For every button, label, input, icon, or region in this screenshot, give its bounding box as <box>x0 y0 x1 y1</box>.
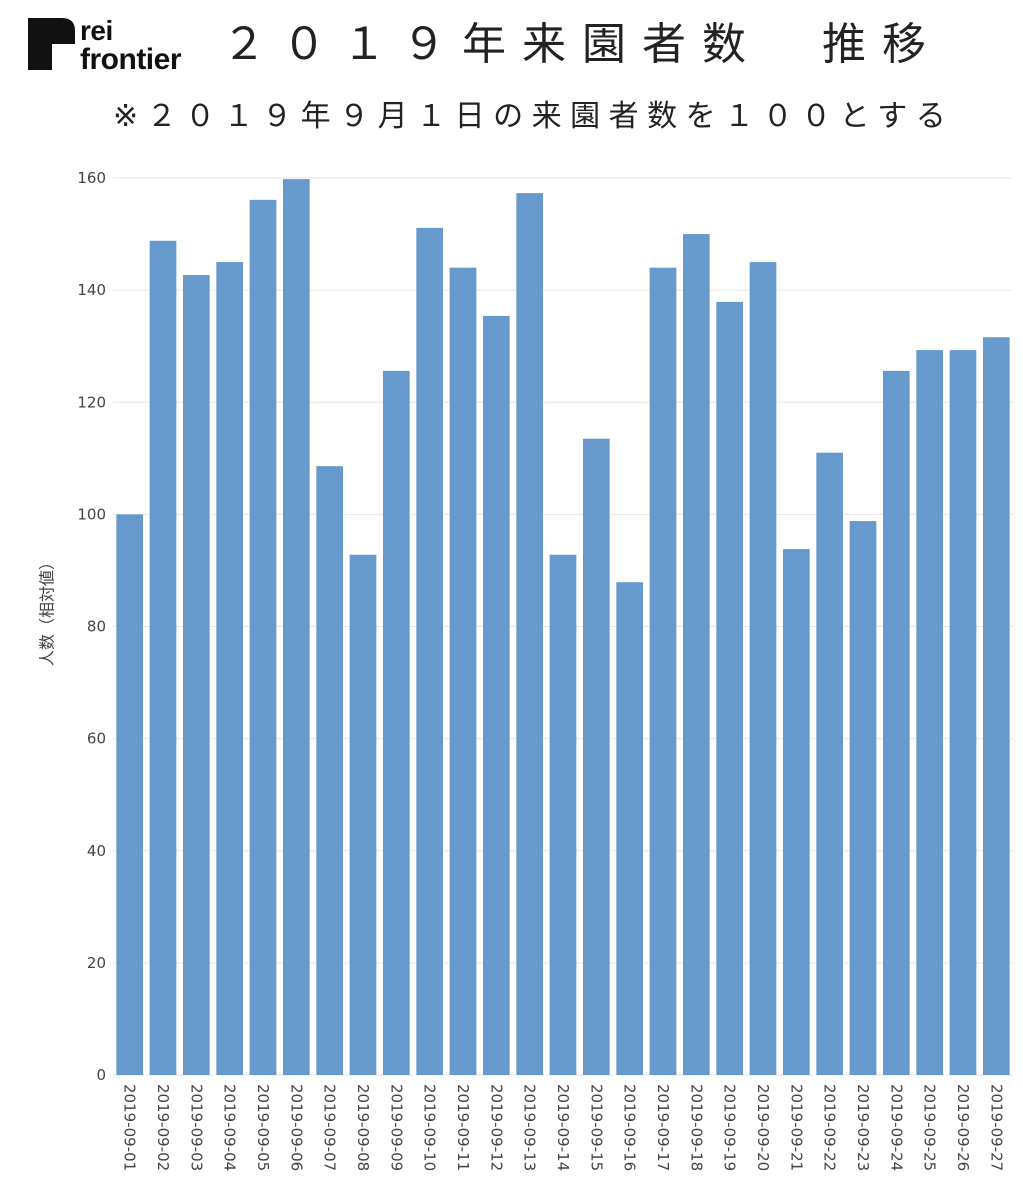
y-tick-label: 0 <box>96 1066 106 1084</box>
bar <box>716 301 743 1075</box>
bar <box>516 193 543 1076</box>
x-tick-labels: 2019-09-01 2019-09-02 2019-09-03 2019-09-04… <box>121 1084 1006 1171</box>
x-tick-label: 2019-09-24 <box>887 1084 905 1171</box>
bar <box>449 267 477 1075</box>
x-tick-label: 2019-09-16 <box>621 1084 639 1171</box>
bar <box>383 370 410 1076</box>
bar <box>683 234 710 1075</box>
y-tick-label: 120 <box>77 393 106 411</box>
bar <box>283 179 310 1076</box>
y-tick-label: 40 <box>87 842 106 860</box>
x-tick-label: 2019-09-07 <box>321 1084 339 1171</box>
y-tick-label: 160 <box>77 169 106 187</box>
x-tick-label: 2019-09-15 <box>587 1084 605 1171</box>
bar <box>783 549 810 1075</box>
x-tick-label: 2019-09-04 <box>221 1084 239 1171</box>
bar <box>249 199 277 1075</box>
y-tick-label: 140 <box>77 281 106 299</box>
x-tick-label: 2019-09-01 <box>121 1084 139 1171</box>
bar <box>849 521 877 1075</box>
chart-title: ２０１９年来園者数 推移 <box>222 19 942 70</box>
bar <box>316 466 343 1075</box>
x-tick-label: 2019-09-21 <box>787 1084 805 1171</box>
bar <box>116 514 143 1075</box>
x-tick-label: 2019-09-09 <box>387 1084 405 1171</box>
y-tick-label: 20 <box>87 954 106 972</box>
bar <box>349 554 377 1075</box>
x-tick-label: 2019-09-13 <box>521 1084 539 1171</box>
bars <box>116 179 1010 1076</box>
bar <box>416 227 443 1075</box>
bar <box>183 274 210 1075</box>
bar <box>983 337 1010 1075</box>
x-tick-label: 2019-09-18 <box>687 1084 705 1171</box>
bar <box>749 262 777 1075</box>
y-tick-labels: 0 20 40 60 80 100 120 140 160 <box>77 169 106 1084</box>
bar <box>149 240 177 1076</box>
x-tick-label: 2019-09-03 <box>187 1084 205 1171</box>
x-tick-label: 2019-09-19 <box>721 1084 739 1171</box>
y-axis-label: 人数（相対値） <box>38 554 57 666</box>
bar <box>916 350 943 1075</box>
logo-text-line1: rei <box>80 15 113 46</box>
y-tick-label: 80 <box>87 618 106 636</box>
x-tick-label: 2019-09-26 <box>954 1084 972 1171</box>
x-tick-label: 2019-09-20 <box>754 1084 772 1171</box>
bar <box>649 267 677 1075</box>
bar <box>616 582 643 1075</box>
bar <box>583 438 610 1075</box>
bar <box>949 350 977 1075</box>
x-tick-label: 2019-09-22 <box>821 1084 839 1171</box>
bar <box>483 315 510 1075</box>
x-tick-label: 2019-09-05 <box>254 1084 272 1171</box>
x-tick-label: 2019-09-06 <box>287 1084 305 1171</box>
logo-mark-icon <box>28 18 75 70</box>
x-tick-label: 2019-09-10 <box>421 1084 439 1171</box>
x-tick-label: 2019-09-23 <box>854 1084 872 1171</box>
x-tick-label: 2019-09-25 <box>921 1084 939 1171</box>
y-tick-label: 60 <box>87 730 106 748</box>
chart-subtitle: ※２０１９年９月１日の来園者数を１００とする <box>113 99 955 134</box>
x-tick-label: 2019-09-17 <box>654 1084 672 1171</box>
x-tick-label: 2019-09-02 <box>154 1084 172 1171</box>
bar <box>883 370 910 1076</box>
x-tick-label: 2019-09-11 <box>454 1084 472 1171</box>
bar <box>816 452 843 1075</box>
logo-text-line2: frontier <box>80 43 182 76</box>
bar <box>549 554 577 1075</box>
bar <box>216 262 243 1075</box>
rei-frontier-logo: rei frontier <box>28 15 182 76</box>
x-tick-label: 2019-09-12 <box>487 1084 505 1171</box>
y-tick-label: 100 <box>77 505 106 523</box>
x-tick-label: 2019-09-14 <box>554 1084 572 1171</box>
x-tick-label: 2019-09-27 <box>987 1084 1005 1171</box>
x-tick-label: 2019-09-08 <box>354 1084 372 1171</box>
